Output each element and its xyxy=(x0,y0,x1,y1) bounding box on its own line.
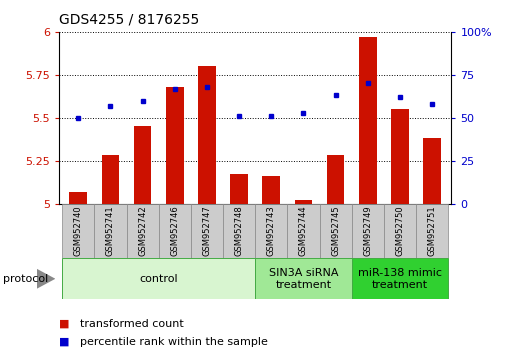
Text: GDS4255 / 8176255: GDS4255 / 8176255 xyxy=(59,12,199,27)
Text: control: control xyxy=(140,274,178,284)
Text: SIN3A siRNA
treatment: SIN3A siRNA treatment xyxy=(269,268,338,290)
Text: GSM952750: GSM952750 xyxy=(396,206,404,256)
Text: GSM952744: GSM952744 xyxy=(299,206,308,256)
Bar xyxy=(255,204,287,258)
Text: GSM952741: GSM952741 xyxy=(106,206,115,256)
Bar xyxy=(255,258,352,299)
Bar xyxy=(230,175,248,204)
Bar xyxy=(391,109,409,204)
Bar xyxy=(166,87,184,204)
Bar xyxy=(352,204,384,258)
Text: protocol: protocol xyxy=(3,274,48,284)
Text: GSM952742: GSM952742 xyxy=(138,206,147,256)
Bar xyxy=(359,37,377,204)
Bar xyxy=(416,204,448,258)
Bar xyxy=(263,176,280,204)
Bar xyxy=(102,155,120,204)
Text: ■: ■ xyxy=(59,337,69,347)
Bar xyxy=(62,258,255,299)
Text: GSM952748: GSM952748 xyxy=(234,206,244,256)
Bar xyxy=(159,204,191,258)
Text: GSM952745: GSM952745 xyxy=(331,206,340,256)
Text: GSM952740: GSM952740 xyxy=(74,206,83,256)
Bar xyxy=(287,204,320,258)
Text: miR-138 mimic
treatment: miR-138 mimic treatment xyxy=(358,268,442,290)
Text: percentile rank within the sample: percentile rank within the sample xyxy=(80,337,267,347)
Bar xyxy=(423,138,441,204)
Bar xyxy=(327,155,345,204)
Bar xyxy=(134,126,151,204)
Text: GSM952749: GSM952749 xyxy=(363,206,372,256)
Bar xyxy=(294,200,312,204)
Bar xyxy=(384,204,416,258)
Bar xyxy=(320,204,352,258)
Bar xyxy=(127,204,159,258)
Text: GSM952747: GSM952747 xyxy=(203,206,211,256)
Polygon shape xyxy=(37,269,55,289)
Text: GSM952746: GSM952746 xyxy=(170,206,180,256)
Text: GSM952743: GSM952743 xyxy=(267,206,276,256)
Bar xyxy=(94,204,127,258)
Text: ■: ■ xyxy=(59,319,69,329)
Bar xyxy=(191,204,223,258)
Text: transformed count: transformed count xyxy=(80,319,183,329)
Bar xyxy=(223,204,255,258)
Bar xyxy=(62,204,94,258)
Bar xyxy=(198,66,216,204)
Bar xyxy=(352,258,448,299)
Text: GSM952751: GSM952751 xyxy=(428,206,437,256)
Bar xyxy=(69,192,87,204)
